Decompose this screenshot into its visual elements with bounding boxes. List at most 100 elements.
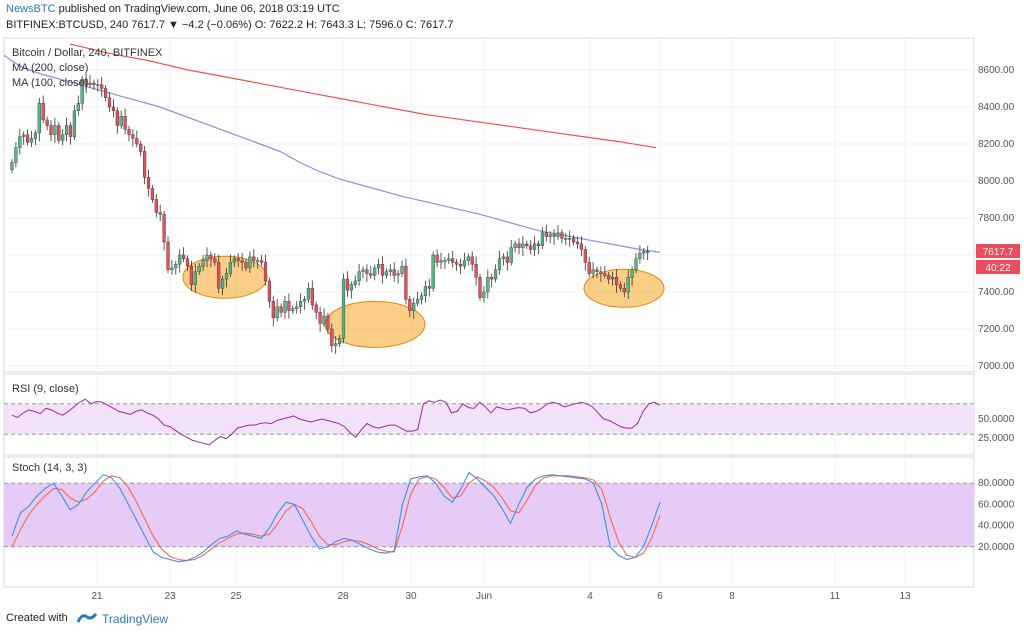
candle-body bbox=[622, 288, 626, 293]
candle-body bbox=[57, 125, 61, 141]
candle-body bbox=[369, 273, 373, 276]
price-tick-label: 7400.00 bbox=[978, 287, 1015, 298]
candle-body bbox=[68, 125, 73, 137]
candle-body bbox=[564, 238, 568, 240]
candle-body bbox=[228, 262, 232, 274]
candle-body bbox=[166, 241, 170, 271]
candle-body bbox=[361, 269, 365, 272]
candle-body bbox=[103, 88, 108, 98]
oscillator-bands bbox=[4, 403, 974, 548]
candle-body bbox=[10, 162, 14, 171]
candle-body bbox=[283, 301, 287, 313]
candle-body bbox=[377, 264, 381, 269]
footer: Created with TradingView bbox=[0, 604, 1024, 636]
candle-body bbox=[189, 265, 193, 285]
trading-chart[interactable]: 8600.008400.008200.008000.007800.007600.… bbox=[0, 0, 1024, 604]
candle-body bbox=[33, 132, 37, 139]
candle-body bbox=[630, 269, 634, 278]
candle-body bbox=[338, 338, 342, 345]
candle-body bbox=[408, 299, 412, 311]
candle-body bbox=[560, 232, 564, 239]
candle-body bbox=[197, 265, 201, 272]
candle-body bbox=[618, 284, 622, 289]
candles bbox=[10, 73, 650, 354]
stoch-legend: Stoch (14, 3, 3) bbox=[12, 462, 87, 474]
price-tick-label: 7200.00 bbox=[978, 324, 1015, 335]
candle-body bbox=[96, 84, 100, 87]
price-tick-label: 7800.00 bbox=[978, 213, 1015, 224]
candle-body bbox=[158, 212, 162, 215]
rsi-tick-label: 50.0000 bbox=[978, 414, 1015, 425]
stoch-tick-label: 20.0000 bbox=[978, 542, 1015, 553]
candle-body bbox=[603, 273, 607, 276]
publisher-name[interactable]: NewsBTC bbox=[6, 3, 56, 15]
ma200-line bbox=[69, 43, 657, 149]
candle-body bbox=[41, 103, 45, 121]
candle-body bbox=[443, 260, 447, 262]
candle-body bbox=[279, 306, 283, 313]
candle-body bbox=[146, 177, 151, 189]
candle-body bbox=[322, 315, 326, 324]
price-tick-label: 8000.00 bbox=[978, 176, 1015, 187]
candle-body bbox=[611, 277, 615, 280]
candle-body bbox=[181, 254, 186, 259]
candle-body bbox=[431, 254, 435, 289]
candle-body bbox=[412, 302, 416, 311]
candle-body bbox=[26, 134, 30, 143]
candle-body bbox=[334, 343, 338, 346]
candle-body bbox=[139, 143, 143, 152]
countdown-badge-value: 40:22 bbox=[985, 263, 1010, 274]
candle-body bbox=[614, 277, 619, 285]
candle-body bbox=[572, 238, 576, 243]
candle-body bbox=[435, 254, 439, 263]
candle-body bbox=[185, 258, 190, 267]
candle-body bbox=[162, 214, 166, 243]
candle-body bbox=[509, 247, 513, 263]
candle-body bbox=[599, 271, 603, 274]
candle-body bbox=[529, 245, 533, 250]
price-tick-label: 8200.00 bbox=[978, 139, 1015, 150]
x-tick-label: Jun bbox=[476, 591, 492, 602]
candle-body bbox=[451, 258, 455, 263]
rsi-band bbox=[4, 403, 974, 435]
candle-body bbox=[205, 254, 209, 261]
x-tick-label: 30 bbox=[405, 591, 417, 602]
candle-body bbox=[591, 269, 595, 274]
candle-body bbox=[626, 277, 630, 293]
chart-title: Bitcoin / Dollar, 240, BITFINEX bbox=[12, 47, 163, 59]
candle-body bbox=[607, 275, 611, 280]
candle-body bbox=[505, 256, 509, 263]
candle-body bbox=[224, 273, 229, 280]
candle-body bbox=[470, 256, 474, 265]
candle-body bbox=[396, 273, 400, 276]
candle-body bbox=[201, 260, 205, 267]
candle-body bbox=[423, 286, 427, 296]
x-axis-labels: 21 23 25 28 30 Jun 4 6 8 11 13 bbox=[91, 591, 911, 602]
tradingview-brand[interactable]: TradingView bbox=[102, 612, 169, 626]
candle-body bbox=[517, 243, 521, 248]
candle-body bbox=[392, 269, 396, 276]
candle-body bbox=[318, 312, 322, 324]
rsi-legend: RSI (9, close) bbox=[12, 383, 79, 395]
candle-body bbox=[482, 291, 486, 298]
candle-body bbox=[291, 308, 295, 311]
x-tick-label: 23 bbox=[164, 591, 176, 602]
candle-body bbox=[244, 262, 248, 269]
created-with-text: Created with bbox=[6, 612, 68, 624]
candle-body bbox=[64, 125, 69, 135]
x-tick-label: 11 bbox=[830, 591, 841, 602]
candle-body bbox=[533, 243, 537, 250]
candle-body bbox=[193, 271, 197, 285]
candle-body bbox=[49, 125, 53, 135]
candle-body bbox=[100, 84, 104, 89]
candle-body bbox=[540, 232, 544, 246]
candle-body bbox=[501, 256, 505, 259]
candle-body bbox=[583, 249, 587, 263]
candle-body bbox=[267, 280, 271, 302]
candle-body bbox=[494, 269, 498, 280]
candle-body bbox=[490, 277, 494, 280]
candle-body bbox=[131, 134, 135, 139]
tradingview-logo-icon[interactable] bbox=[76, 611, 98, 625]
candle-body bbox=[174, 264, 178, 269]
candle-body bbox=[478, 277, 482, 298]
